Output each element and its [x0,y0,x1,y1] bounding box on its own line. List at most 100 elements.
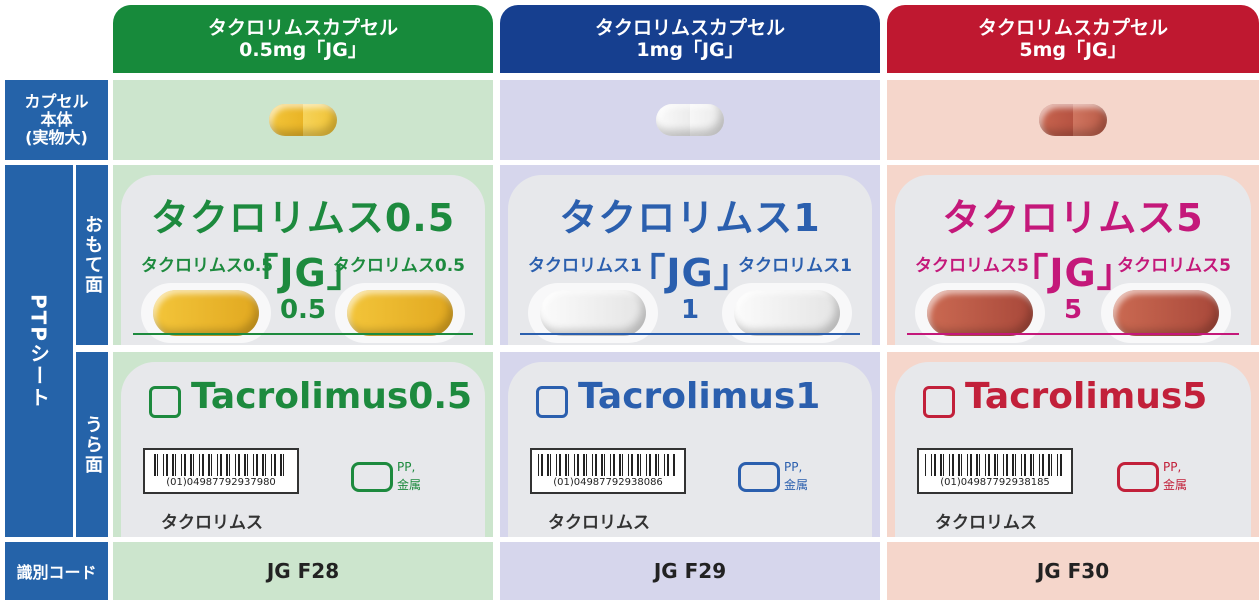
barcode-bar [565,454,567,476]
blister-front: タクロリムス0.5「JG」 タクロリムス0.5 タクロリムス0.5 0.5 [121,175,485,345]
recycle-mark [351,462,393,492]
header-text: 1mg「JG」 [636,39,744,61]
front-cell: タクロリムス0.5「JG」 タクロリムス0.5 タクロリムス0.5 0.5 [113,165,493,345]
front-small: タクロリムス0.5 [141,256,274,276]
barcode-bar [931,454,932,476]
barcode-bar [1012,454,1014,476]
id-code: JG F30 [887,542,1259,600]
back-label: うら面 [76,352,108,537]
id-code: JG F28 [113,542,493,600]
barcode-bar [1003,454,1004,476]
capsule-label-line: カプセル [24,92,89,111]
back-title: Tacrolimus0.5 [191,376,472,417]
barcode-bar [247,454,248,476]
barcode-bar [1048,454,1050,476]
barcode-bar [1060,454,1062,476]
barcode-bar [574,454,575,476]
capsule [927,290,1033,336]
front-mark: 1 [680,295,700,325]
recycle-mark [738,462,780,492]
barcode-bar [1051,454,1052,476]
barcode-bar [592,454,593,476]
barcode-bar [190,454,192,476]
barcode-bar [631,454,633,476]
capsule [540,290,646,336]
barcode-bar [664,454,665,476]
back-title-text: Tacrolimus [578,376,796,417]
blister-back: Tacrolimus0.5 (01)04987792937980 PP, 金属タクロリ… [121,362,485,537]
barcode-bar [1015,454,1016,476]
barcode-bar [628,454,629,476]
front-title: タクロリムス5「JG」 [942,196,1204,295]
barcode-bar [658,454,659,476]
barcode-bar [604,454,605,476]
barcode-number: (01)04987792937980 [166,477,276,488]
barcode-bar [235,454,236,476]
barcode-bar [538,454,539,476]
back-title: Tacrolimus1 [578,376,820,417]
barcode-bar [262,454,264,476]
front-mark: 0.5 [279,295,327,325]
barcode-bar [1057,454,1058,476]
capsule-cell [887,80,1259,160]
recycle-text: 金属 [397,478,422,492]
recycle-text: PP, [1163,460,1182,474]
barcode-bar [934,454,936,476]
barcode-bar [970,454,972,476]
barcode-bar [979,454,980,476]
back-strength: 5 [1182,376,1208,417]
barcode-bar [244,454,246,476]
back-cell: Tacrolimus0.5 (01)04987792937980 PP, 金属タクロリ… [113,352,493,537]
recycle-text: PP, [784,460,803,474]
barcode-bar [229,454,230,476]
barcode-bar [583,454,585,476]
barcode-bar [985,454,986,476]
print-line [907,333,1239,335]
barcode-bar [595,454,597,476]
barcode-bar [559,454,561,476]
recycle-text: PP, [397,460,416,474]
back-cell: Tacrolimus1 (01)04987792938086 PP, 金属 タクロリムス [500,352,880,537]
front-small: タクロリムス0.5 [332,256,465,276]
barcode-bar [952,454,954,476]
header-text: 5mg「JG」 [1019,39,1127,61]
front-cell: タクロリムス5「JG」 タクロリムス5 タクロリムス5 5 [887,165,1259,345]
barcode-bar [163,454,164,476]
barcode-bar [547,454,549,476]
barcode-bar [271,454,272,476]
barcode-bar [610,454,611,476]
front-small: タクロリムス5 [1117,256,1231,276]
barcode-bar [943,454,944,476]
barcode-bar [655,454,657,476]
barcode-bar [613,454,615,476]
column-header: タクロリムスカプセル 0.5mg「JG」 [113,5,493,73]
barcode-bar [175,454,176,476]
barcode-bar [211,454,212,476]
barcode-bar [673,454,675,476]
barcode-bar [619,454,621,476]
barcode-bar [637,454,639,476]
print-line [520,333,860,335]
barcode-bar [166,454,168,476]
barcode-bar [556,454,557,476]
barcode-bar [1021,454,1022,476]
barcode-bar [217,454,218,476]
barcode-bar [220,454,222,476]
header-text: タクロリムスカプセル [977,17,1168,39]
capsule [347,290,453,336]
back-name: タクロリムス [161,513,263,533]
barcode-bar [577,454,579,476]
barcode-bar [667,454,669,476]
barcode-bar [949,454,950,476]
blister-front: タクロリムス5「JG」 タクロリムス5 タクロリムス5 5 [895,175,1251,345]
id-code: JG F29 [500,542,880,600]
jg-logo [149,386,181,418]
barcode: (01)04987792938086 [530,448,686,494]
barcode-bar [238,454,240,476]
barcode-bar [550,454,551,476]
barcode-bar [181,454,182,476]
barcode-number: (01)04987792938185 [940,477,1050,488]
barcode-bar [184,454,186,476]
barcode-bar [1006,454,1008,476]
